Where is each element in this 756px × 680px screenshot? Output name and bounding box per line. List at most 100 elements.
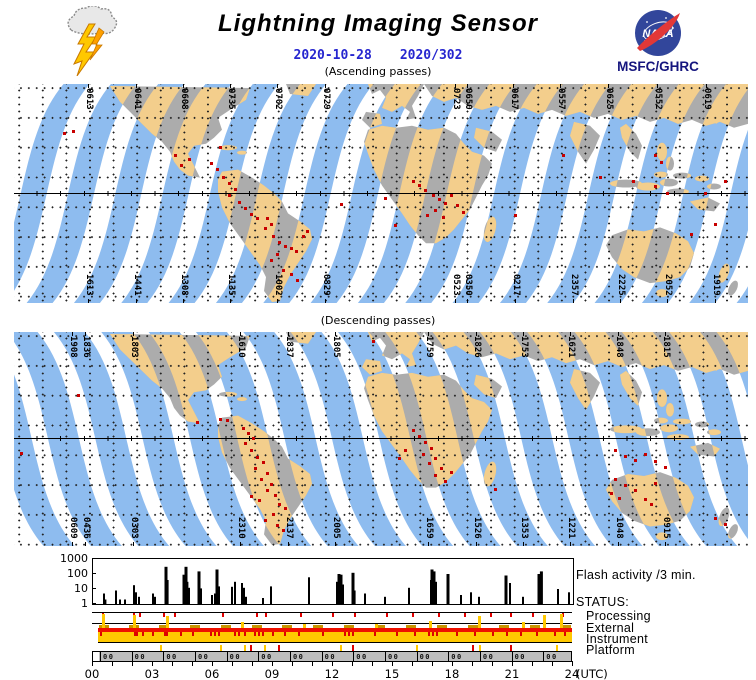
processing-status-tick — [412, 613, 414, 617]
platform-status-code: 00 — [514, 653, 527, 661]
orbit-time-label-top: 0619 — [702, 88, 712, 110]
instrument-status-tick — [344, 632, 346, 636]
lightning-flash-dot — [394, 224, 397, 227]
platform-status-code: 00 — [197, 653, 210, 661]
platform-status-code: 00 — [229, 653, 242, 661]
lightning-flash-dot — [442, 216, 445, 219]
lightning-flash-dot — [450, 471, 453, 474]
lightning-flash-dot — [654, 482, 657, 485]
orbit-tick-bottom — [72, 542, 73, 546]
orbit-time-label-top: 1908 — [68, 336, 78, 358]
instrument-status-tick — [214, 632, 216, 636]
lightning-flash-dot — [650, 503, 653, 506]
orbit-tick-bottom — [335, 542, 336, 546]
orbit-tick-bottom — [467, 299, 468, 303]
orbit-tick-top — [476, 332, 477, 336]
instrument-status-tick — [414, 632, 416, 636]
flash-y-tick — [92, 603, 96, 604]
platform-status-tick — [510, 645, 512, 651]
time-axis-label: 18 — [444, 667, 460, 680]
orbit-tick-bottom — [455, 299, 456, 303]
lightning-flash-dot — [219, 418, 222, 421]
platform-cell-divider — [289, 652, 291, 661]
orbit-time-label-top: 1805 — [331, 336, 341, 358]
platform-status-code: 00 — [451, 653, 463, 661]
platform-cell-divider — [448, 652, 450, 661]
org-label: MSFC/GHRC — [617, 59, 699, 74]
lightning-flash-dot — [422, 453, 425, 456]
status-row-label-instrument: Instrument — [586, 632, 649, 646]
lightning-flash-dot — [724, 523, 727, 526]
lightning-flash-dot — [295, 250, 298, 253]
orbit-tick-top — [608, 84, 609, 88]
flash-activity-title: Flash activity /3 min. — [576, 568, 696, 582]
lightning-flash-dot — [610, 492, 613, 495]
orbit-time-label-top: 1621 — [566, 336, 576, 358]
orbit-tick-bottom — [230, 299, 231, 303]
orbit-tick-top — [570, 332, 571, 336]
external-status-segment — [252, 625, 262, 628]
instrument-status-tick — [374, 632, 376, 636]
orbit-time-label-bottom: 0217 — [511, 274, 521, 296]
orbit-tick-top — [665, 332, 666, 336]
platform-status-tick — [472, 645, 474, 651]
lightning-flash-dot — [256, 217, 259, 220]
orbit-tick-bottom — [240, 542, 241, 546]
processing-status-tick — [438, 613, 440, 617]
orbit-tick-top — [240, 332, 241, 336]
time-axis-tick — [292, 661, 293, 666]
orbit-tick-top — [513, 84, 514, 88]
lightning-flash-dot — [228, 182, 231, 185]
external-status-spike — [542, 615, 546, 628]
lightning-flash-dot — [440, 467, 443, 470]
platform-status-tick — [479, 645, 481, 651]
flash-y-tick-label: 1000 — [60, 552, 88, 565]
external-status-spike — [477, 616, 481, 628]
orbit-time-label-top: 0625 — [604, 88, 614, 110]
time-axis-tick — [152, 661, 153, 666]
orbit-tick-bottom — [523, 542, 524, 546]
orbit-time-label-bottom: 1441 — [132, 274, 142, 296]
lightning-flash-dot — [282, 269, 285, 272]
orbit-time-label-top: 1753 — [519, 336, 529, 358]
time-axis-tick — [272, 661, 273, 666]
lightning-flash-dot — [222, 176, 225, 179]
lightning-flash-dot — [432, 194, 435, 197]
lightning-flash-dot — [424, 189, 427, 192]
lightning-flash-dot — [250, 449, 253, 452]
lightning-flash-dot — [654, 185, 657, 188]
descending-passes-label: (Descending passes) — [320, 314, 436, 327]
orbit-time-label-bottom: 1002 — [273, 274, 283, 296]
lightning-flash-dot — [428, 462, 431, 465]
orbit-time-label-top: 0735 — [226, 88, 236, 110]
lightning-flash-dot — [634, 459, 637, 462]
instrument-status-tick — [536, 632, 538, 636]
external-status-spike — [374, 624, 378, 628]
platform-status-tick — [244, 645, 246, 651]
lightning-flash-dot — [302, 235, 305, 238]
external-status-segment — [375, 625, 385, 628]
orbit-time-label-bottom: 0350 — [463, 274, 473, 296]
lightning-flash-dot — [462, 211, 465, 214]
lightning-flash-dot — [238, 201, 241, 204]
utc-unit-label: (UTC) — [576, 667, 608, 680]
orbit-tick-bottom — [570, 542, 571, 546]
time-axis-tick — [92, 661, 93, 666]
lightning-flash-dot — [278, 241, 281, 244]
platform-cell-divider — [353, 652, 355, 661]
status-row-label-external: External — [586, 621, 635, 635]
processing-status-tick — [510, 613, 512, 617]
orbit-tick-bottom — [476, 542, 477, 546]
date-line: 2020-10-28 2020/302 — [0, 48, 756, 63]
lightning-flash-dot — [262, 461, 265, 464]
time-axis-tick — [572, 661, 573, 666]
time-axis-tick — [252, 661, 253, 666]
platform-status-tick — [220, 645, 222, 651]
orbit-time-label-bottom: 0915 — [661, 517, 671, 539]
lightning-flash-dot — [264, 227, 267, 230]
lightning-flash-dot — [654, 154, 657, 157]
platform-status-code: 00 — [134, 653, 147, 661]
orbit-time-label-top: 1836 — [81, 336, 91, 358]
orbit-tick-bottom — [133, 542, 134, 546]
